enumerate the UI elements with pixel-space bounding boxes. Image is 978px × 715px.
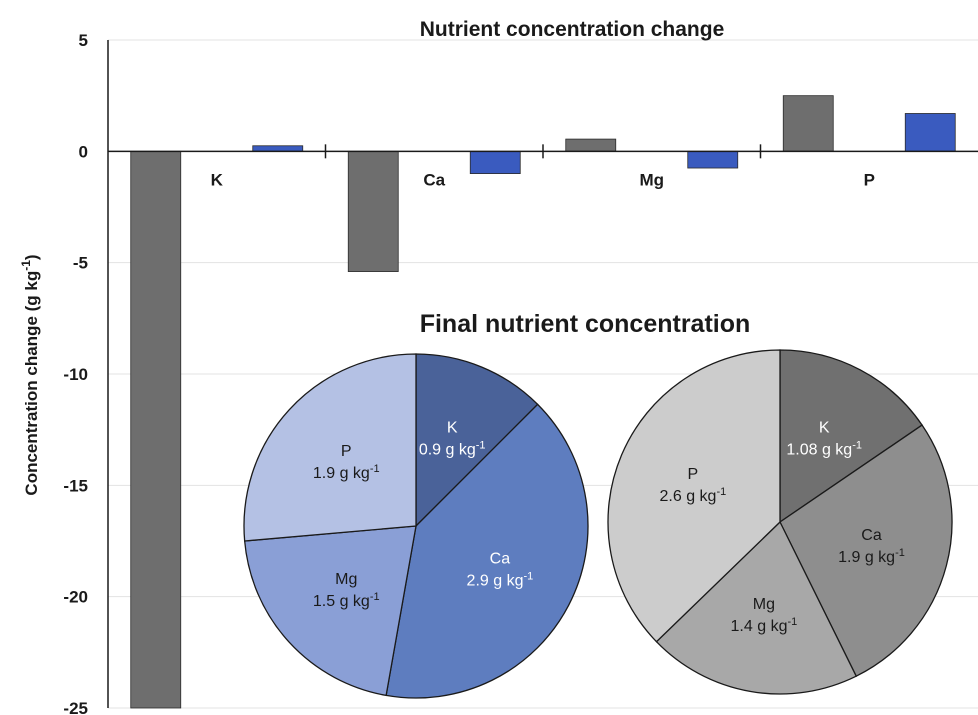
bar (904, 113, 956, 152)
pie-slice-p (607, 349, 781, 643)
category-label: Mg (639, 170, 664, 189)
pie-slice-mg (655, 520, 858, 695)
y-axis-label: Concentration change (g kg-1) (19, 254, 41, 495)
pie-slice-value: 2.9 g kg-1 (467, 571, 534, 590)
bar (252, 145, 304, 152)
y-axis-label-sup: -1 (19, 260, 33, 271)
y-tick-labels: 5 0 -5 -10 -15 -20 -25 (63, 31, 88, 715)
pie-chart-blue: K 0.9 g kg-1 Ca 2.9 g kg-1 Mg 1.5 g kg-1 P 1.9 … (243, 353, 589, 699)
y-axis-label-text: Concentration change (g kg (22, 271, 41, 496)
pie-section-title: Final nutrient concentration (420, 310, 751, 338)
y-tick-label: -25 (63, 699, 88, 715)
pie-slice-label: P (341, 443, 352, 460)
y-tick-label: -5 (73, 254, 88, 273)
category-label: K (211, 170, 224, 189)
bar (130, 150, 182, 709)
category-label: P (864, 170, 875, 189)
pie-slice-label: P (688, 466, 699, 483)
category-label: Ca (423, 170, 445, 189)
category-labels: K Ca Mg P (211, 170, 875, 189)
y-tick-label: -10 (63, 365, 88, 384)
pie-slice-mg (243, 525, 417, 697)
pie-slice-ca (779, 424, 953, 678)
pie-slice-label: K (819, 419, 830, 436)
pie-slice-value: 0.9 g kg-1 (419, 440, 486, 459)
pie-slice-value: 1.9 g kg-1 (838, 547, 905, 566)
pie-slice-k (779, 349, 923, 524)
bar (565, 138, 617, 152)
pie-slice-label: Ca (861, 527, 882, 544)
pie-slice-value: 2.6 g kg-1 (660, 486, 727, 505)
pie-slice-value: 1.9 g kg-1 (313, 463, 380, 482)
y-tick-label: 5 (79, 31, 88, 50)
pie-slice-p (243, 353, 417, 542)
pie-slice-value: 1.5 g kg-1 (313, 591, 380, 610)
bar-series (130, 95, 956, 709)
y-axis-label-suffix: ) (22, 254, 41, 260)
pie-slice-ca (385, 403, 589, 699)
bar (782, 95, 834, 152)
x-axis (107, 40, 978, 708)
y-tick-label: -15 (63, 476, 88, 495)
bar (469, 150, 521, 174)
pie-slice-label: Ca (490, 551, 511, 568)
pie-slice-value: 1.08 g kg-1 (786, 439, 862, 458)
pie-slice-value: 1.4 g kg-1 (731, 616, 798, 635)
pie-slice-label: Mg (753, 596, 775, 613)
pie-slice-k (415, 353, 539, 528)
y-tick-label: 0 (79, 142, 88, 161)
bar (687, 150, 739, 169)
bar-chart-title: Nutrient concentration change (420, 18, 725, 41)
pie-chart-gray: K 1.08 g kg-1 Ca 1.9 g kg-1 Mg 1.4 g kg-1 P 2.6… (607, 349, 953, 695)
y-tick-label: -20 (63, 588, 88, 607)
bar (347, 150, 399, 272)
pie-slice-label: K (447, 420, 458, 437)
pie-slice-label: Mg (335, 571, 357, 588)
